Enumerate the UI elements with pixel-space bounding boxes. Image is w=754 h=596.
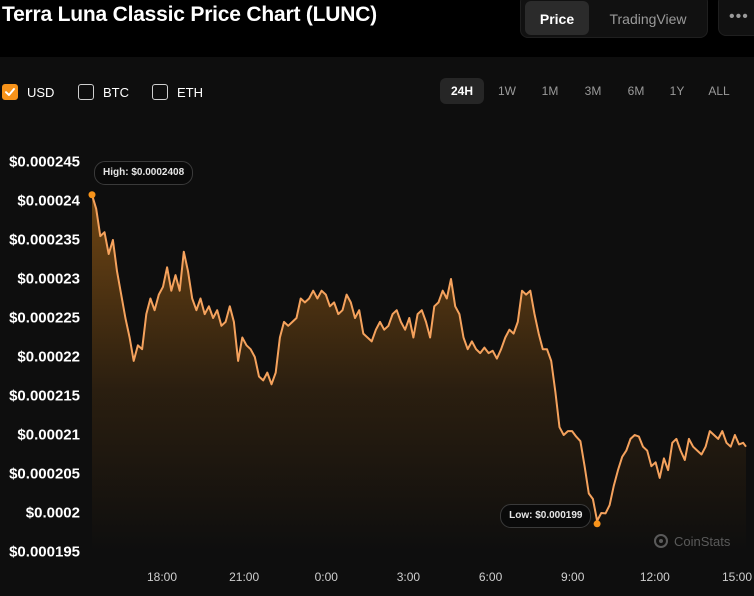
currency-eth-checkbox[interactable]: ETH	[152, 83, 203, 101]
x-tick-label: 18:00	[146, 570, 178, 584]
currency-label: USD	[27, 84, 55, 100]
x-tick-label: 6:00	[478, 570, 503, 584]
currency-label: ETH	[177, 84, 203, 100]
range-1m-button[interactable]: 1M	[541, 84, 559, 98]
more-options-button[interactable]: •••	[718, 0, 754, 36]
range-all-button[interactable]: ALL	[708, 84, 730, 98]
low-marker	[593, 520, 601, 528]
y-tick-label: $0.00021	[17, 426, 80, 444]
currency-label: BTC	[103, 84, 129, 100]
checkbox-empty-icon	[152, 84, 168, 100]
high-price-callout: High: $0.0002408	[94, 160, 194, 185]
range-6m-button[interactable]: 6M	[627, 84, 645, 98]
currency-btc-checkbox[interactable]: BTC	[78, 83, 129, 101]
y-tick-label: $0.00023	[17, 270, 80, 288]
range-1y-button[interactable]: 1Y	[669, 84, 685, 98]
coinstats-logo-icon	[654, 534, 668, 548]
checkbox-empty-icon	[78, 84, 94, 100]
price-series-line	[91, 194, 747, 522]
y-tick-label: $0.000225	[9, 309, 80, 327]
y-tick-label: $0.000215	[9, 387, 80, 405]
view-switch: Price TradingView	[520, 0, 708, 38]
low-price-callout: Low: $0.000199	[500, 503, 592, 528]
currency-usd-checkbox[interactable]: USD	[2, 83, 54, 101]
y-tick-label: $0.000205	[9, 465, 80, 483]
y-tick-label: $0.000195	[9, 543, 80, 561]
y-tick-label: $0.00024	[17, 192, 80, 210]
high-marker	[88, 191, 96, 199]
tab-tradingview[interactable]: TradingView	[609, 11, 687, 27]
checkbox-checked-icon	[2, 84, 18, 100]
range-3m-button[interactable]: 3M	[584, 84, 602, 98]
y-tick-label: $0.000235	[9, 231, 80, 249]
range-1w-button[interactable]: 1W	[498, 84, 516, 98]
watermark-label: CoinStats	[674, 533, 731, 549]
y-tick-label: $0.0002	[25, 504, 80, 522]
x-tick-label: 3:00	[396, 570, 421, 584]
page-title: Terra Luna Classic Price Chart (LUNC)	[2, 3, 377, 26]
x-tick-label: 12:00	[639, 570, 670, 584]
x-tick-label: 15:00	[721, 570, 753, 584]
tab-price[interactable]: Price	[525, 1, 589, 35]
x-tick-label: 0:00	[314, 570, 338, 584]
range-24h-button[interactable]: 24H	[440, 78, 484, 104]
y-tick-label: $0.00022	[17, 348, 80, 366]
x-tick-label: 21:00	[229, 570, 260, 584]
x-tick-label: 9:00	[561, 570, 585, 584]
coinstats-watermark: CoinStats	[654, 532, 730, 550]
price-area-fill	[92, 194, 746, 553]
y-tick-label: $0.000245	[9, 153, 80, 171]
